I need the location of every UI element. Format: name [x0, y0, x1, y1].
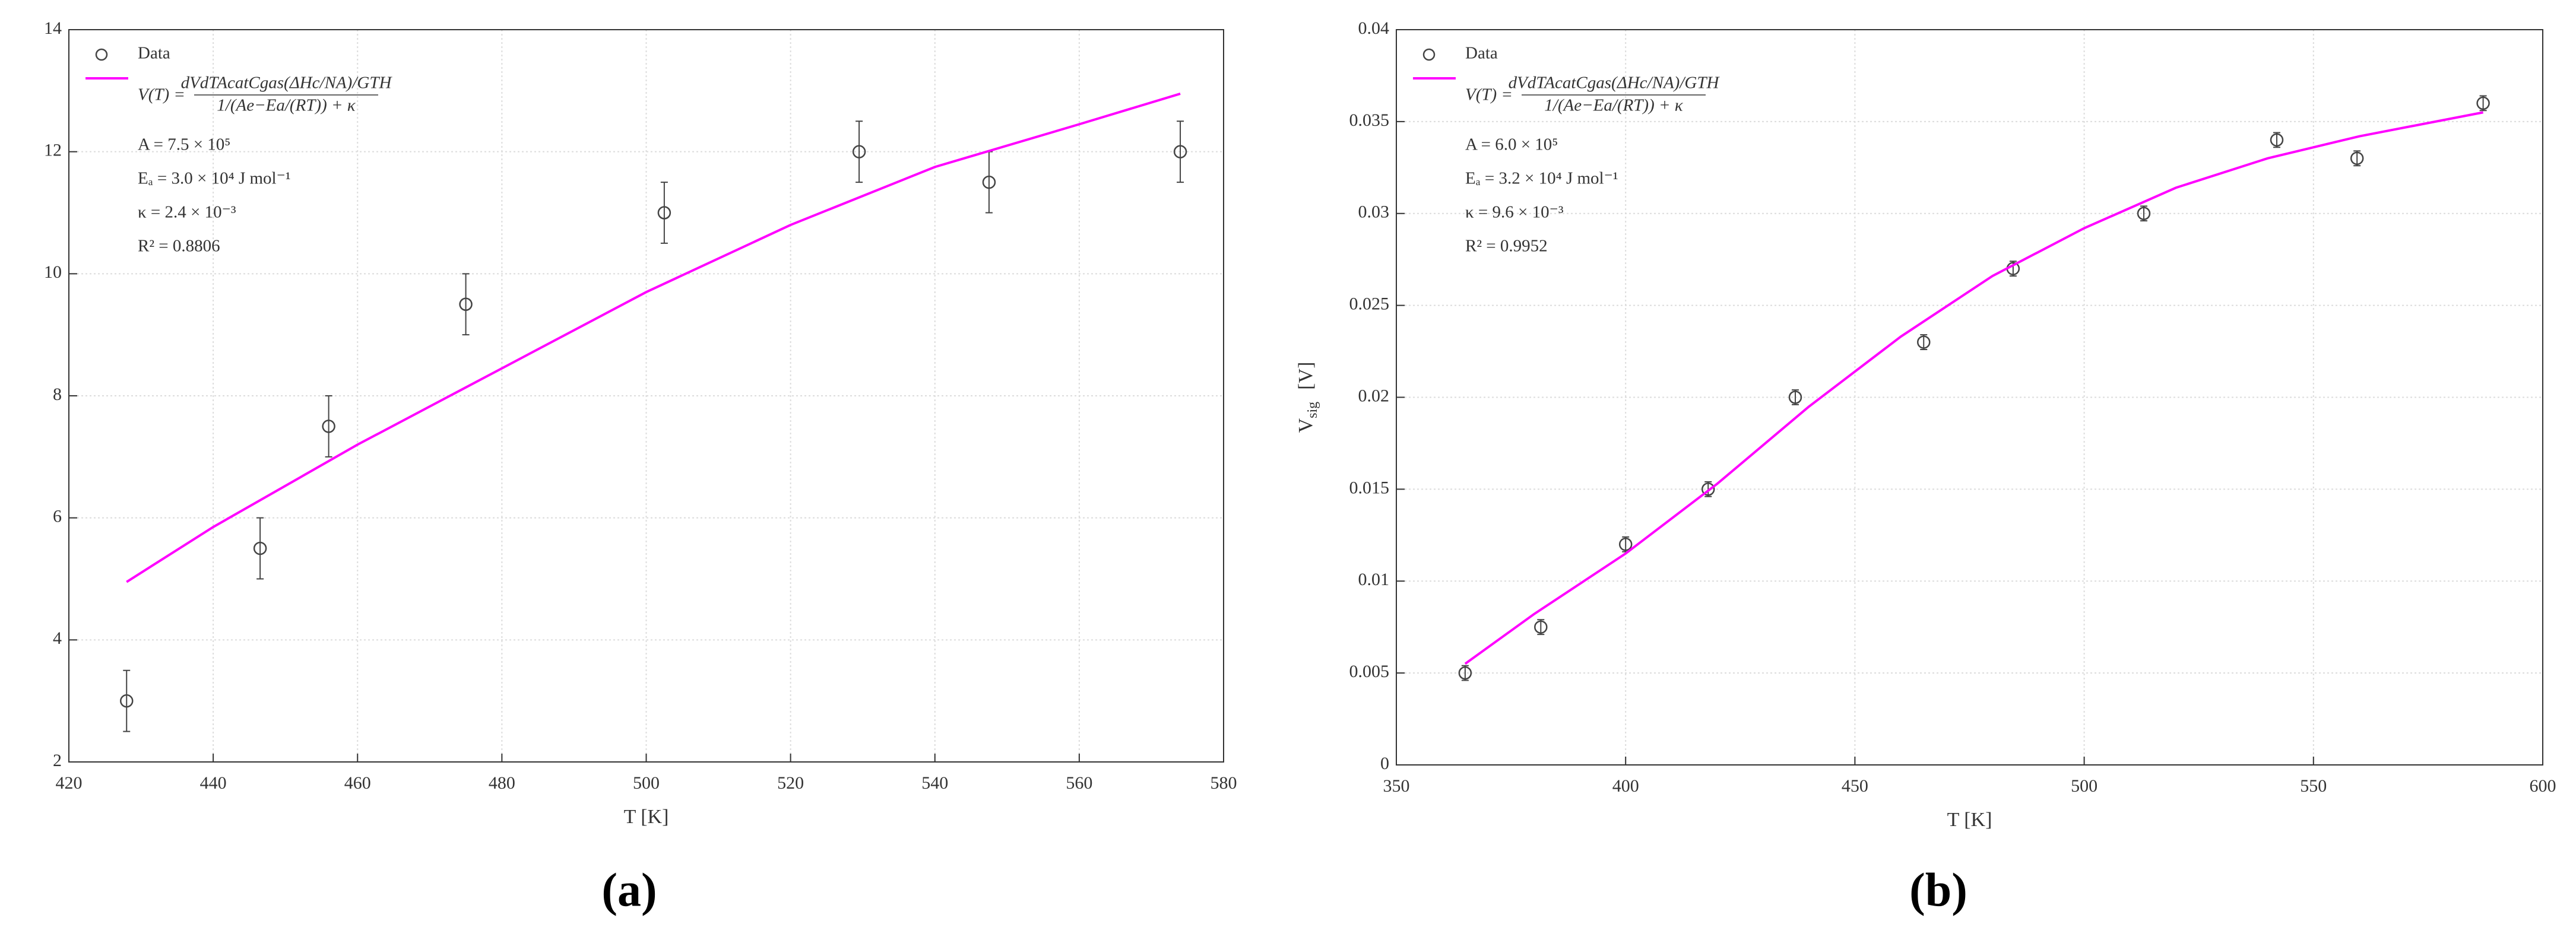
- data-point: [2476, 96, 2490, 110]
- y-tick-label: 0: [1380, 754, 1389, 773]
- legend-formula-num: dVdTAcatCgas(ΔHc/NA)/GTH: [181, 74, 393, 93]
- data-point: [322, 420, 335, 433]
- data-point: [2137, 207, 2151, 220]
- x-tick-label: 450: [1842, 776, 1868, 796]
- y-tick-label: 14: [44, 18, 62, 38]
- x-tick-label: 550: [2300, 776, 2327, 796]
- y-label-main: V: [1295, 418, 1317, 433]
- y-tick-label: 0.01: [1358, 570, 1390, 589]
- panel-label: (a): [601, 864, 657, 916]
- plot-frame: [1396, 29, 2543, 766]
- x-tick-label: 420: [56, 773, 83, 793]
- x-tick-label: 460: [344, 773, 371, 793]
- data-point: [1788, 390, 1802, 404]
- plot-frame: [68, 29, 1224, 763]
- fit-line: [126, 93, 1181, 583]
- chart-panel: 350 400 450 500 550 600 0 0.005 0.01 0.015 0.02 0.0…: [1295, 18, 2556, 916]
- legend-marker: [1422, 48, 1436, 61]
- x-axis-label: T [K]: [1947, 809, 1992, 831]
- legend-formula-den: 1/(Ae−Ea/(RT)) + κ: [217, 96, 356, 115]
- x-tick-label: 580: [1211, 773, 1237, 793]
- y-tick-label: 2: [53, 751, 62, 770]
- fit-annotation: Eₐ = 3.2 × 10⁴ J mol⁻¹: [1465, 169, 1618, 188]
- error-bar: [660, 182, 668, 244]
- y-tick-label: 0.025: [1349, 294, 1390, 314]
- error-bar: [1537, 619, 1545, 636]
- error-bar: [123, 669, 131, 732]
- error-bar: [2140, 205, 2148, 222]
- panel-label: (b): [1909, 864, 1967, 916]
- data-point: [1701, 482, 1715, 496]
- y-tick-label: 0.02: [1358, 386, 1390, 405]
- error-bar: [985, 151, 993, 214]
- legend-formula-num: dVdTAcatCgas(ΔHc/NA)/GTH: [1509, 74, 1720, 93]
- y-tick-label: 0.04: [1358, 18, 1390, 38]
- fit-annotation: A = 6.0 × 10⁵: [1465, 135, 1558, 154]
- data-point: [120, 694, 134, 708]
- data-point: [657, 206, 671, 220]
- fit-annotation: R² = 0.9952: [1465, 237, 1548, 256]
- chart-panel: 420 440 460 480 500 520 540 560 580 2 4 6 8 10 12 14 T […: [44, 18, 1237, 916]
- x-tick-label: 500: [633, 773, 660, 793]
- legend-label: V(T) =: [138, 85, 185, 104]
- y-label-unit: [V]: [1295, 362, 1317, 390]
- error-bar: [1177, 120, 1184, 183]
- error-bar: [256, 517, 264, 580]
- x-tick-label: 350: [1383, 776, 1410, 796]
- data-point: [1458, 666, 1472, 680]
- error-bar: [325, 395, 332, 458]
- data-point: [2350, 151, 2364, 166]
- fit-annotation: κ = 9.6 × 10⁻³: [1465, 203, 1564, 222]
- data-point: [852, 145, 866, 158]
- fit-annotation: Eₐ = 3.0 × 10⁴ J mol⁻¹: [138, 169, 291, 188]
- legend-label: V(T) =: [1465, 85, 1513, 104]
- x-tick-label: 440: [200, 773, 227, 793]
- x-tick-label: 400: [1612, 776, 1639, 796]
- y-tick-label: 0.005: [1349, 662, 1390, 681]
- error-bar: [462, 273, 470, 336]
- data-point: [1917, 335, 1931, 349]
- y-tick-label: 6: [53, 507, 62, 526]
- fit-annotation: A = 7.5 × 10⁵: [138, 135, 230, 154]
- y-tick-label: 12: [44, 141, 62, 160]
- error-bar: [1791, 389, 1799, 405]
- legend-label: Data: [1465, 44, 1498, 63]
- y-tick-label: 0.015: [1349, 478, 1390, 497]
- error-bar: [1461, 665, 1469, 681]
- data-point: [253, 541, 267, 555]
- y-tick-label: 0.03: [1358, 202, 1390, 222]
- x-tick-label: 600: [2530, 776, 2556, 796]
- error-bar: [2353, 150, 2361, 167]
- legend-label: Data: [138, 44, 170, 63]
- error-bar: [856, 120, 863, 183]
- x-tick-label: 540: [921, 773, 948, 793]
- x-tick-label: 560: [1066, 773, 1092, 793]
- fit-line: [1464, 111, 2483, 665]
- data-point: [459, 297, 473, 311]
- y-axis-label: Vsig [V]: [1295, 362, 1320, 433]
- data-point: [1618, 538, 1633, 551]
- error-bar: [2009, 261, 2017, 277]
- x-axis-label: T [K]: [624, 806, 669, 828]
- legend-marker: [95, 48, 108, 61]
- data-point: [982, 175, 996, 189]
- y-tick-label: 4: [53, 628, 62, 648]
- x-tick-label: 520: [777, 773, 804, 793]
- data-point: [1173, 145, 1187, 158]
- error-bar: [2479, 95, 2487, 112]
- y-tick-label: 8: [53, 385, 62, 404]
- data-point: [1534, 620, 1548, 634]
- legend-formula-den: 1/(Ae−Ea/(RT)) + κ: [1544, 96, 1684, 115]
- y-label-sub: sig: [1305, 402, 1320, 418]
- y-tick-label: 0.035: [1349, 110, 1390, 130]
- data-point: [2270, 133, 2284, 147]
- error-bar: [2273, 132, 2281, 148]
- error-bar: [1920, 334, 1928, 350]
- x-tick-label: 480: [489, 773, 515, 793]
- fit-annotation: κ = 2.4 × 10⁻³: [138, 203, 236, 222]
- x-tick-label: 500: [2071, 776, 2097, 796]
- fit-annotation: R² = 0.8806: [138, 237, 220, 256]
- y-tick-label: 10: [44, 262, 62, 282]
